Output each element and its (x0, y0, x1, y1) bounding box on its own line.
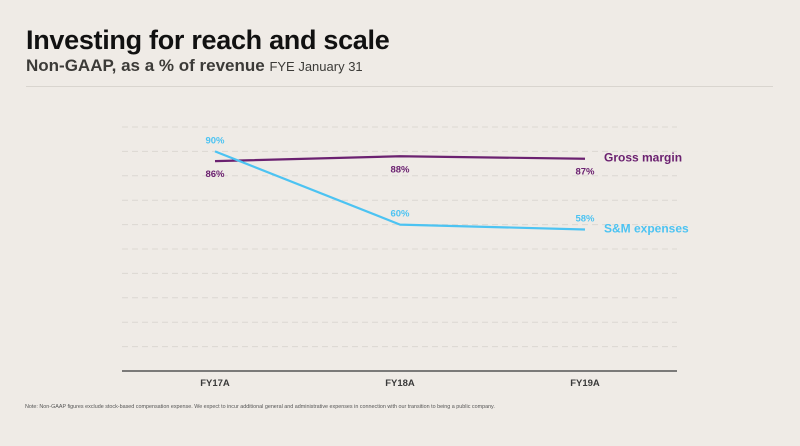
data-label: 86% (205, 169, 225, 180)
subtitle-fye: FYE January 31 (269, 59, 363, 74)
header-divider (26, 86, 773, 87)
data-label: 58% (575, 213, 595, 224)
data-label: 88% (390, 164, 410, 175)
data-label: 90% (205, 135, 225, 146)
subtitle-main: Non-GAAP, as a % of revenue (26, 56, 265, 75)
x-tick-label: FY19A (570, 378, 600, 389)
data-label: 87% (575, 167, 595, 178)
series-line-sm-expenses (214, 150, 586, 231)
legend: Gross margin S&M expenses (604, 151, 689, 236)
series-lines (214, 150, 586, 231)
footnote: Note: Non-GAAP figures exclude stock-bas… (25, 404, 495, 410)
x-tick-labels: FY17A FY18A FY19A (200, 378, 600, 389)
page-title: Investing for reach and scale (26, 25, 390, 55)
data-label: 60% (390, 209, 410, 220)
page-subtitle: Non-GAAP, as a % of revenue FYE January … (26, 56, 363, 76)
series-line-gross-margin (214, 155, 586, 163)
gridlines (122, 126, 677, 348)
legend-label: Gross margin (604, 151, 682, 165)
data-labels: 86% 88% 87% 90% 60% 58% (205, 135, 595, 224)
x-tick-label: FY18A (385, 378, 415, 389)
legend-label: S&M expenses (604, 221, 689, 235)
x-tick-label: FY17A (200, 378, 230, 389)
